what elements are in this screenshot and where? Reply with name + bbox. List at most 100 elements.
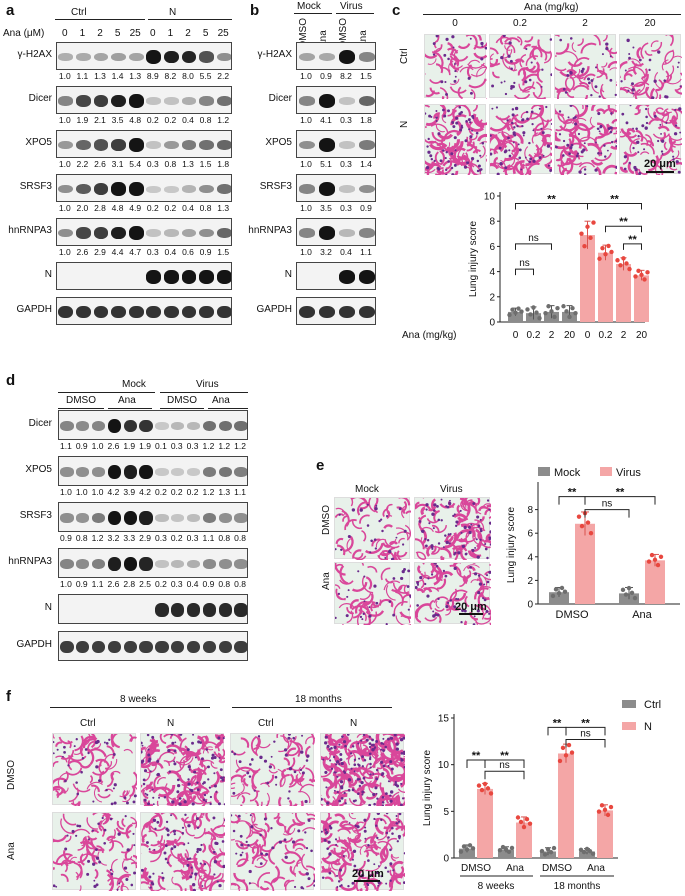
y-axis-label: Lung injury score [422, 749, 433, 826]
blot-band [218, 420, 232, 432]
tissue-nucleus [381, 801, 385, 804]
data-point [621, 256, 626, 261]
significance-bracket [584, 509, 630, 518]
significance-bracket-label: ns [519, 258, 530, 269]
data-point [599, 803, 605, 808]
band-quant-value: 1.9 [76, 115, 89, 125]
tissue-nucleus [235, 852, 238, 855]
tissue-strand [335, 537, 344, 544]
tissue-nucleus [170, 732, 174, 736]
tissue-nucleus [186, 857, 190, 861]
band-quant-value: 0.3 [186, 533, 199, 543]
tissue-strand [645, 133, 653, 146]
tissue-strand [104, 814, 109, 824]
panel-d-group-mock: Mock [122, 379, 146, 390]
tissue-nucleus [52, 884, 56, 888]
tissue-nucleus [187, 765, 191, 769]
tissue-strand [433, 596, 449, 604]
tissue-nucleus [530, 61, 533, 64]
tissue-nucleus [145, 841, 149, 845]
tissue-strand [389, 863, 396, 880]
tissue-nucleus [95, 856, 100, 860]
band-quant-value: 0.3 [155, 533, 167, 543]
tissue-nucleus [287, 732, 291, 736]
tissue-strand [450, 140, 464, 153]
tissue-nucleus [97, 822, 100, 825]
tissue-strand [331, 584, 341, 589]
tissue-nucleus [380, 818, 383, 822]
tissue-strand [145, 745, 153, 752]
tissue-nucleus [172, 829, 177, 833]
tissue-nucleus [390, 557, 394, 561]
band-quant-value: 2.2 [76, 159, 89, 169]
tissue-nucleus [454, 75, 457, 78]
tissue-strand [310, 849, 322, 864]
tissue-nucleus [369, 874, 373, 877]
blot-band [318, 52, 336, 62]
tissue-nucleus [92, 862, 96, 866]
tissue-strand [435, 600, 440, 609]
tissue-strand [524, 36, 534, 43]
tissue-nucleus [637, 151, 640, 154]
tissue-strand [395, 825, 414, 834]
tissue-nucleus [112, 787, 115, 790]
data-point [588, 531, 594, 536]
tissue-strand [541, 138, 560, 146]
tissue-nucleus [163, 795, 167, 799]
band-quant-value: 0.2 [164, 203, 177, 213]
tissue-nucleus [334, 838, 338, 841]
blot-band [181, 228, 197, 238]
tissue-nucleus [359, 615, 363, 619]
band-quant-value: 1.9 [123, 441, 136, 451]
histology-tile [47, 726, 144, 813]
tissue-nucleus [380, 518, 383, 521]
tissue-strand [295, 847, 304, 852]
tissue-strand [468, 59, 481, 65]
histology-tile [409, 490, 500, 571]
tissue-strand [418, 104, 431, 111]
tissue-nucleus [455, 520, 459, 524]
band-quant-value: 2.1 [94, 115, 106, 125]
tissue-nucleus [110, 872, 114, 876]
tissue-nucleus [324, 741, 328, 745]
tissue-nucleus [368, 606, 371, 608]
tissue-nucleus [377, 884, 380, 887]
tissue-nucleus [200, 843, 203, 847]
tissue-nucleus [444, 80, 447, 84]
tissue-nucleus [123, 796, 127, 800]
tissue-nucleus [335, 843, 338, 846]
tissue-nucleus [459, 128, 463, 132]
tissue-nucleus [454, 70, 457, 73]
blot-band [155, 468, 169, 476]
tissue-nucleus [532, 129, 535, 132]
significance-bracket-label: ** [547, 194, 556, 206]
tissue-nucleus [343, 772, 346, 774]
tissue-strand [396, 506, 406, 514]
tissue-nucleus [101, 816, 104, 820]
tissue-strand [179, 755, 189, 769]
tissue-strand [566, 91, 575, 99]
band-quant-value: 0.4 [182, 203, 194, 213]
tissue-nucleus [674, 108, 677, 111]
tissue-strand [637, 103, 643, 114]
tissue-strand [383, 580, 401, 591]
tissue-strand [67, 755, 74, 771]
tissue-strand [523, 43, 532, 50]
tissue-strand [433, 112, 441, 119]
tissue-strand [510, 152, 516, 167]
tissue-strand [348, 813, 356, 820]
tissue-strand [116, 820, 124, 830]
significance-bracket [587, 203, 642, 210]
tissue-strand [73, 885, 82, 895]
data-point [549, 309, 554, 314]
panel-f-8w-line [50, 707, 210, 708]
tissue-nucleus [368, 803, 372, 807]
tissue-nucleus [453, 79, 457, 83]
tissue-nucleus [498, 146, 502, 150]
tissue-strand [668, 165, 678, 171]
tissue-strand [571, 104, 580, 123]
tissue-nucleus [186, 863, 190, 867]
tissue-strand [513, 116, 529, 124]
tissue-nucleus [188, 768, 191, 771]
tissue-nucleus [414, 586, 418, 590]
